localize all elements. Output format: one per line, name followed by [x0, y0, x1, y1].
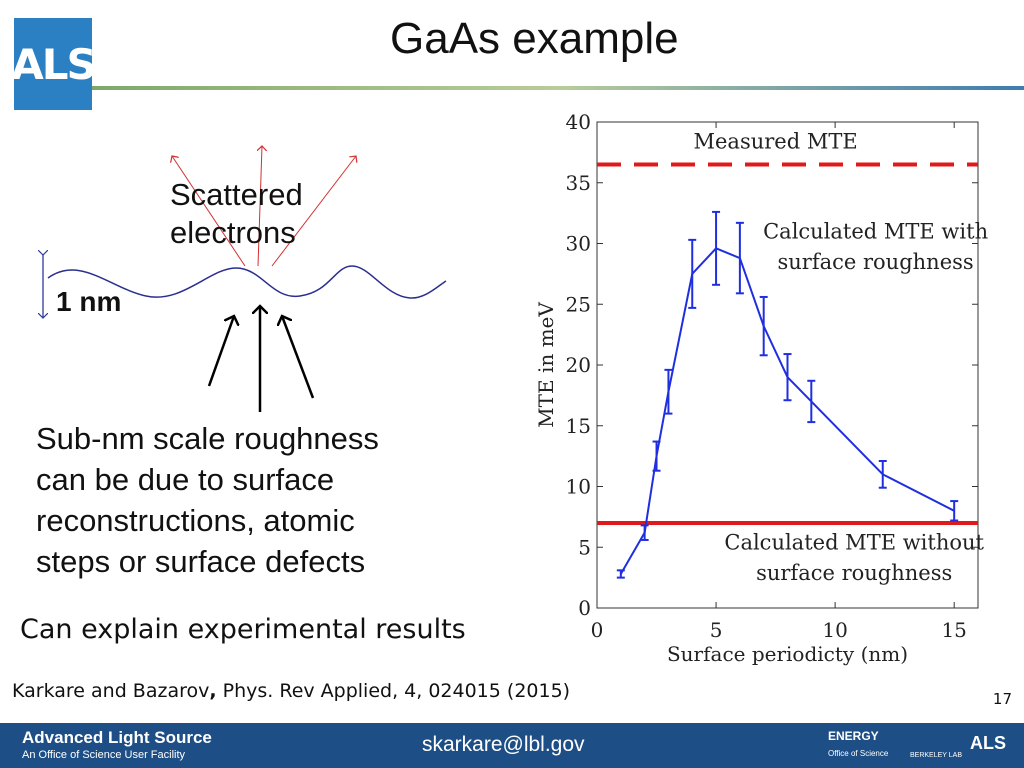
als-logo: ALS — [11, 18, 97, 110]
footer-als-logo: ALS — [970, 733, 1006, 753]
scattered-electrons-label: Scattered electrons — [170, 177, 303, 250]
scattered-ray-2 — [258, 146, 262, 267]
incoming-arrow-1 — [207, 316, 234, 387]
x-tick-label: 15 — [941, 618, 966, 642]
y-tick-label: 40 — [566, 110, 591, 134]
annotation-with-line1: Calculated MTE with — [763, 220, 988, 244]
annotation-with-line2: surface roughness — [778, 250, 974, 274]
y-tick-label: 5 — [578, 535, 591, 559]
y-tick-label: 25 — [566, 292, 591, 316]
slide-title: GaAs example — [390, 14, 679, 63]
y-tick-label: 0 — [578, 596, 591, 620]
scale-label: 1 nm — [56, 286, 122, 317]
annotation-without-line2: surface roughness — [756, 561, 952, 585]
conclusion-text: Can explain experimental results — [20, 614, 466, 645]
y-tick-label: 15 — [566, 414, 591, 438]
x-tick-label: 5 — [710, 618, 723, 642]
y-tick-label: 10 — [566, 475, 591, 499]
annotation-without-line1: Calculated MTE without — [724, 531, 984, 555]
y-tick-label: 35 — [566, 171, 591, 195]
annotation-measured: Measured MTE — [694, 130, 858, 154]
page-number: 17 — [992, 690, 1012, 708]
x-tick-label: 10 — [822, 618, 847, 642]
footer-org-name: Advanced Light Source — [22, 728, 212, 747]
roughness-description: Sub-nm scale roughness can be due to sur… — [36, 421, 379, 579]
scattered-ray-3 — [271, 156, 356, 267]
y-tick-label: 20 — [566, 353, 591, 377]
doe-logo: ENERGY — [828, 729, 879, 743]
mte-series-line — [619, 247, 955, 575]
footer-email[interactable]: skarkare@lbl.gov — [422, 733, 585, 756]
citation: Karkare and Bazarov, Phys. Rev Applied, … — [12, 680, 571, 702]
doe-sub: Office of Science — [828, 749, 889, 758]
footer-bar: Advanced Light Source An Office of Scien… — [0, 723, 1024, 768]
title-divider — [92, 86, 1024, 90]
x-tick-label: 0 — [591, 618, 604, 642]
scattered-ray-1 — [172, 156, 246, 267]
incoming-arrow-3 — [282, 316, 315, 399]
berkeley-lab-logo: BERKELEY LAB — [910, 752, 963, 759]
y-tick-label: 30 — [566, 232, 591, 256]
rough-surface-wave — [47, 265, 447, 299]
footer-org-sub: An Office of Science User Facility — [22, 749, 186, 761]
x-axis-label: Surface periodicty (nm) — [667, 642, 908, 666]
y-axis-label: MTE in meV — [534, 302, 558, 428]
